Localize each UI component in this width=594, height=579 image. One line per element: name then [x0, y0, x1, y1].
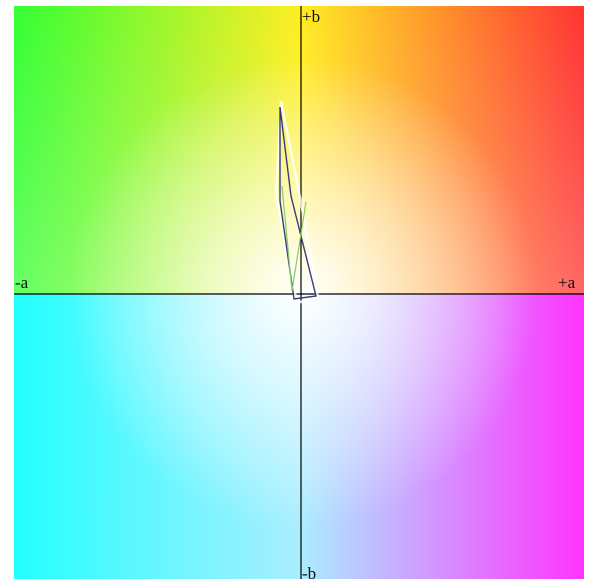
axes: -a +a +b -b	[14, 6, 584, 579]
gamut-outline-inner	[281, 185, 307, 292]
color-field-white-point	[67, 58, 537, 528]
pos-a-label: +a	[558, 273, 576, 292]
neg-b-label: -b	[302, 564, 316, 579]
gamut-outline-faint	[274, 100, 320, 305]
color-field	[14, 6, 584, 579]
ab-plane-svg: -a +a +b -b	[14, 6, 584, 579]
ab-color-plane: -a +a +b -b	[14, 6, 584, 579]
pos-b-label: +b	[302, 7, 320, 26]
neg-a-label: -a	[15, 273, 29, 292]
gamut-outlines	[274, 100, 320, 305]
gamut-outline-main	[279, 106, 317, 300]
